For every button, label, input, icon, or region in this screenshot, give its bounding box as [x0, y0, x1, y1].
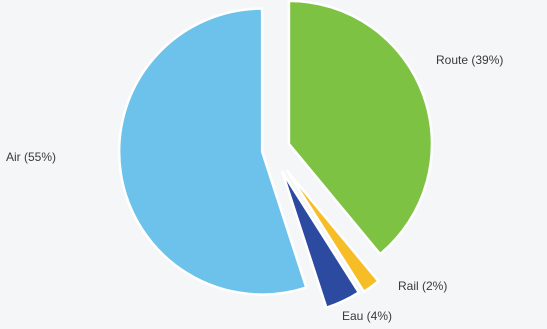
slice-route: [287, 0, 434, 256]
pie-slices: [117, 0, 434, 309]
pie-labels: Route (39%) Rail (2%) Eau (4%) Air (55%): [6, 53, 503, 323]
slice-rail: [286, 169, 380, 294]
slice-eau: [280, 170, 361, 309]
label-eau: Eau (4%): [342, 309, 392, 323]
label-air: Air (55%): [6, 150, 56, 164]
label-rail: Rail (2%): [398, 279, 447, 293]
label-route: Route (39%): [436, 53, 503, 67]
slice-air: [117, 7, 308, 296]
